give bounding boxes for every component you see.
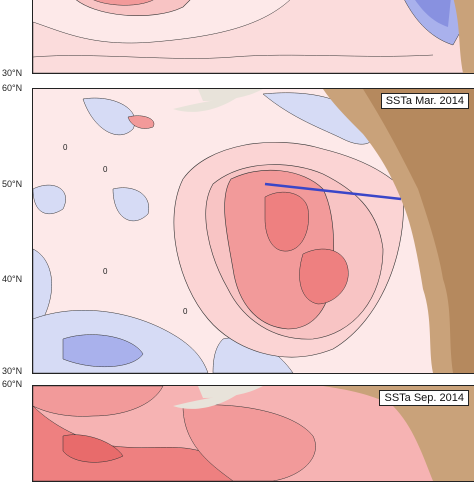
contour-label-zero: 0: [103, 165, 108, 174]
warm-contour: [182, 404, 316, 481]
warm-patch: [127, 115, 155, 129]
land-north-america: [323, 386, 474, 481]
warm-core: [299, 248, 349, 305]
land-aleutian: [173, 394, 238, 409]
panel-top-map-svg: [33, 0, 474, 73]
land-relief: [363, 89, 474, 373]
panel-title-sep-2014: SSTa Sep. 2014: [379, 390, 469, 406]
transect-line: [264, 182, 402, 201]
ssta-mar-2014-svg: [33, 89, 474, 373]
warm-core: [62, 434, 124, 463]
land-alaska: [198, 89, 263, 101]
panel-title-mar-2014: SSTa Mar. 2014: [380, 93, 469, 109]
contour-label-zero: 0: [63, 143, 68, 152]
contour-label-zero: 0: [103, 267, 108, 276]
cool-anomaly-patch: [33, 184, 66, 214]
warm-core: [264, 191, 309, 252]
warm-contour: [33, 386, 164, 417]
ssta-sep-2014-svg: [33, 386, 474, 481]
lat-label-50n: 50°N: [2, 179, 23, 189]
lat-label-40n: 40°N: [2, 274, 23, 284]
strong-cool-anomaly-patch: [62, 334, 144, 367]
land-aleutian: [173, 97, 238, 112]
cool-anomaly-patch: [112, 187, 150, 222]
lat-label-30n-top: 30°N: [2, 68, 23, 78]
panel-mar-2014-map: SSTa Mar. 2014 0 0 0 0: [32, 88, 474, 374]
panel-top-map: 30°N: [32, 0, 474, 74]
contour-label-zero: 0: [183, 307, 188, 316]
panel-sep-2014-map: SSTa Sep. 2014: [32, 385, 474, 482]
lat-label-30n-mid: 30°N: [2, 366, 23, 376]
land-alaska: [198, 386, 263, 398]
lat-label-60n-bottom: 60°N: [2, 379, 23, 389]
cool-anomaly-patch: [82, 97, 136, 136]
lat-label-60n-mid: 60°N: [2, 83, 23, 93]
